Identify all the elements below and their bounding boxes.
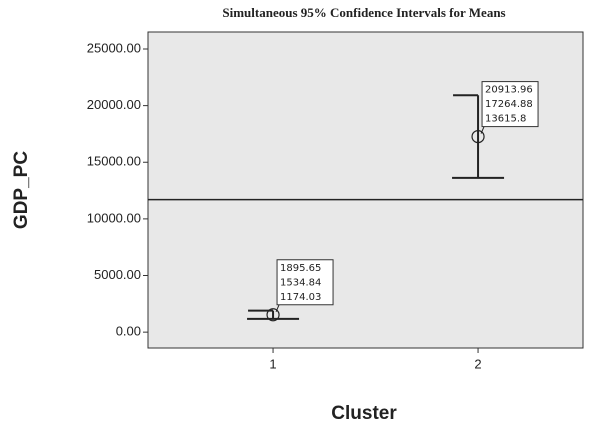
data-label: 13615.8 bbox=[485, 114, 526, 125]
x-axis-label: Cluster bbox=[331, 403, 397, 424]
data-label: 1895.65 bbox=[280, 263, 321, 274]
x-tick-label: 1 bbox=[269, 356, 276, 371]
label-leader bbox=[480, 126, 485, 134]
plot-area bbox=[147, 31, 584, 349]
chart-title: Simultaneous 95% Confidence Intervals fo… bbox=[222, 5, 505, 20]
label-box bbox=[481, 81, 539, 128]
mean-marker bbox=[471, 129, 485, 144]
label-box bbox=[276, 259, 334, 306]
y-tick-label: 10000.00 bbox=[87, 210, 141, 225]
y-tick-label: 15000.00 bbox=[87, 154, 141, 169]
data-label: 20913.96 bbox=[485, 85, 533, 96]
y-tick-label: 5000.00 bbox=[94, 267, 141, 282]
x-tick-label: 2 bbox=[474, 356, 481, 371]
y-tick-label: 0.00 bbox=[116, 324, 141, 339]
y-tick-label: 20000.00 bbox=[87, 97, 141, 112]
data-label: 1174.03 bbox=[280, 292, 321, 303]
data-label: 1534.84 bbox=[280, 277, 321, 288]
label-leader bbox=[275, 304, 280, 312]
y-tick-label: 25000.00 bbox=[87, 40, 141, 55]
mean-marker bbox=[266, 308, 280, 322]
data-label: 17264.88 bbox=[485, 99, 533, 110]
y-axis-label: GDP_PC bbox=[11, 151, 32, 229]
